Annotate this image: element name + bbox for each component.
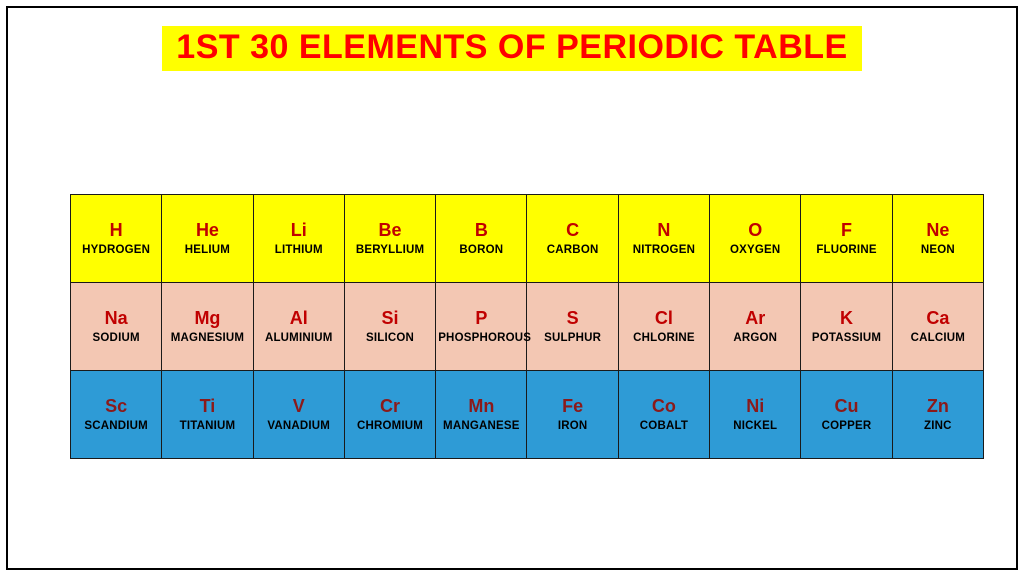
element-cell: Ca CALCIUM bbox=[892, 283, 983, 371]
element-name: LITHIUM bbox=[256, 244, 342, 257]
element-symbol: V bbox=[256, 397, 342, 417]
element-cell: Ni NICKEL bbox=[710, 371, 801, 459]
element-symbol: Si bbox=[347, 309, 433, 329]
element-name: ZINC bbox=[895, 420, 981, 433]
element-cell: K POTASSIUM bbox=[801, 283, 892, 371]
element-name: TITANIUM bbox=[164, 420, 250, 433]
element-cell: Na SODIUM bbox=[71, 283, 162, 371]
element-symbol: N bbox=[621, 221, 707, 241]
element-symbol: C bbox=[529, 221, 615, 241]
element-symbol: H bbox=[73, 221, 159, 241]
table-row: NaSODIUMMgMAGNESIUMAlALUMINIUMSiSILICONP… bbox=[71, 283, 984, 371]
element-name: MAGNESIUM bbox=[164, 332, 250, 345]
element-cell: Cl CHLORINE bbox=[618, 283, 709, 371]
element-cell: Mg MAGNESIUM bbox=[162, 283, 253, 371]
table-row: ScSCANDIUMTiTITANIUMVVANADIUMCrCHROMIUMM… bbox=[71, 371, 984, 459]
element-cell: Ne NEON bbox=[892, 195, 983, 283]
element-symbol: He bbox=[164, 221, 250, 241]
element-name: VANADIUM bbox=[256, 420, 342, 433]
element-name: SODIUM bbox=[73, 332, 159, 345]
element-name: NICKEL bbox=[712, 420, 798, 433]
element-symbol: Ti bbox=[164, 397, 250, 417]
element-cell: Li LITHIUM bbox=[253, 195, 344, 283]
element-symbol: Cu bbox=[803, 397, 889, 417]
element-symbol: S bbox=[529, 309, 615, 329]
element-name: CARBON bbox=[529, 244, 615, 257]
element-symbol: P bbox=[438, 309, 524, 329]
element-name: MANGANESE bbox=[438, 420, 524, 433]
element-symbol: Cl bbox=[621, 309, 707, 329]
element-symbol: Ca bbox=[895, 309, 981, 329]
element-symbol: K bbox=[803, 309, 889, 329]
element-cell: He HELIUM bbox=[162, 195, 253, 283]
element-cell: N NITROGEN bbox=[618, 195, 709, 283]
element-name: ALUMINIUM bbox=[256, 332, 342, 345]
element-symbol: Zn bbox=[895, 397, 981, 417]
elements-table-body: H HYDROGEN He HELIUM Li LITHIUM Be BERYLLIUM B BO… bbox=[71, 195, 984, 459]
element-cell: Cu COPPER bbox=[801, 371, 892, 459]
element-name: NEON bbox=[895, 244, 981, 257]
elements-table: H HYDROGEN He HELIUM Li LITHIUM Be BERYLLIUM B BO… bbox=[70, 194, 984, 459]
title-wrap: 1ST 30 ELEMENTS OF PERIODIC TABLE bbox=[8, 8, 1016, 71]
element-symbol: O bbox=[712, 221, 798, 241]
element-cell: Al ALUMINIUM bbox=[253, 283, 344, 371]
table-row: H HYDROGEN He HELIUM Li LITHIUM Be BERYLLIUM B BO… bbox=[71, 195, 984, 283]
element-cell: P PHOSPHOROUS bbox=[436, 283, 527, 371]
element-name: COBALT bbox=[621, 420, 707, 433]
element-cell: Co COBALT bbox=[618, 371, 709, 459]
element-cell: B BORON bbox=[436, 195, 527, 283]
element-cell: O OXYGEN bbox=[710, 195, 801, 283]
page-title: 1ST 30 ELEMENTS OF PERIODIC TABLE bbox=[162, 26, 861, 71]
element-symbol: B bbox=[438, 221, 524, 241]
element-symbol: Mg bbox=[164, 309, 250, 329]
element-symbol: Ni bbox=[712, 397, 798, 417]
element-cell: Ar ARGON bbox=[710, 283, 801, 371]
element-symbol: Ne bbox=[895, 221, 981, 241]
element-cell: Zn ZINC bbox=[892, 371, 983, 459]
element-name: CHROMIUM bbox=[347, 420, 433, 433]
element-cell: H HYDROGEN bbox=[71, 195, 162, 283]
element-symbol: Al bbox=[256, 309, 342, 329]
element-name: NITROGEN bbox=[621, 244, 707, 257]
element-name: FLUORINE bbox=[803, 244, 889, 257]
page-frame: 1ST 30 ELEMENTS OF PERIODIC TABLE H HYDRO… bbox=[6, 6, 1018, 570]
element-name: BORON bbox=[438, 244, 524, 257]
element-name: HELIUM bbox=[164, 244, 250, 257]
element-symbol: Ar bbox=[712, 309, 798, 329]
element-cell: Fe IRON bbox=[527, 371, 618, 459]
element-symbol: Mn bbox=[438, 397, 524, 417]
element-symbol: Fe bbox=[529, 397, 615, 417]
element-cell: V VANADIUM bbox=[253, 371, 344, 459]
element-name: OXYGEN bbox=[712, 244, 798, 257]
element-name: BERYLLIUM bbox=[347, 244, 433, 257]
element-symbol: Li bbox=[256, 221, 342, 241]
element-cell: C CARBON bbox=[527, 195, 618, 283]
element-cell: Mn MANGANESE bbox=[436, 371, 527, 459]
element-symbol: Na bbox=[73, 309, 159, 329]
element-cell: Cr CHROMIUM bbox=[344, 371, 435, 459]
element-name: HYDROGEN bbox=[73, 244, 159, 257]
element-symbol: Co bbox=[621, 397, 707, 417]
element-cell: F FLUORINE bbox=[801, 195, 892, 283]
element-name: IRON bbox=[529, 420, 615, 433]
element-symbol: F bbox=[803, 221, 889, 241]
element-cell: Ti TITANIUM bbox=[162, 371, 253, 459]
element-cell: Be BERYLLIUM bbox=[344, 195, 435, 283]
element-symbol: Be bbox=[347, 221, 433, 241]
element-symbol: Cr bbox=[347, 397, 433, 417]
element-symbol: Sc bbox=[73, 397, 159, 417]
element-name: ARGON bbox=[712, 332, 798, 345]
element-name: PHOSPHOROUS bbox=[438, 332, 524, 345]
element-name: POTASSIUM bbox=[803, 332, 889, 345]
element-name: COPPER bbox=[803, 420, 889, 433]
element-name: SCANDIUM bbox=[73, 420, 159, 433]
element-cell: S SULPHUR bbox=[527, 283, 618, 371]
element-cell: Si SILICON bbox=[344, 283, 435, 371]
element-name: CHLORINE bbox=[621, 332, 707, 345]
element-name: SULPHUR bbox=[529, 332, 615, 345]
element-cell: Sc SCANDIUM bbox=[71, 371, 162, 459]
element-name: SILICON bbox=[347, 332, 433, 345]
element-name: CALCIUM bbox=[895, 332, 981, 345]
